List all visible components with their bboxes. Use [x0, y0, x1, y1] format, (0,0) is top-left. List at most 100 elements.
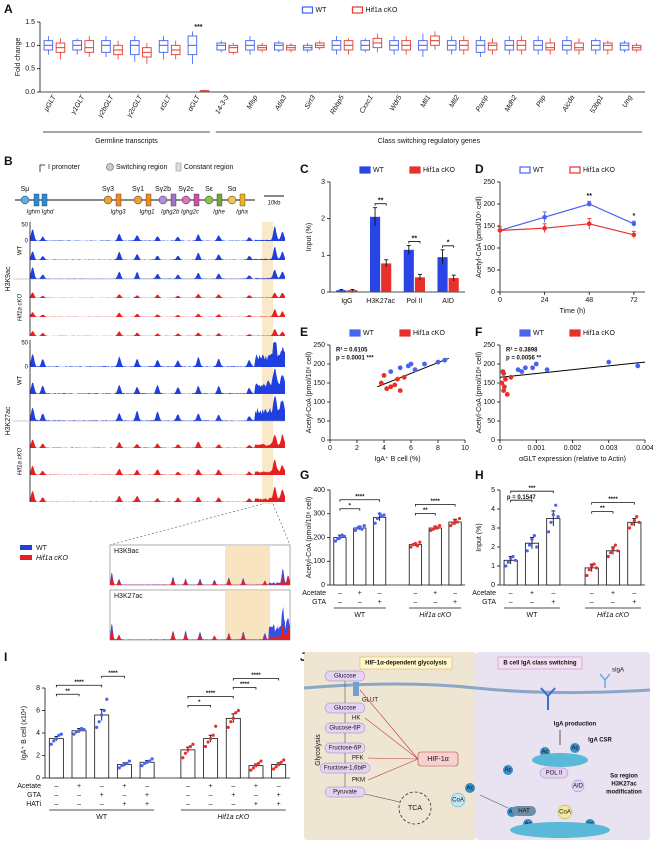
dot: [95, 725, 99, 729]
panel-letter: C: [300, 162, 309, 176]
dot: [606, 554, 610, 559]
hat-label: HAT: [518, 809, 530, 815]
gene-label: Ighg2b Ighg2c: [161, 210, 199, 216]
x-tick-label: 0: [498, 445, 502, 452]
legend-swatch: [519, 166, 531, 174]
bar: [546, 518, 561, 586]
dot: [188, 744, 193, 749]
row-sign: +: [611, 590, 615, 597]
x-tick-label: 4: [382, 445, 386, 452]
x-tick-label: γ1GLT: [70, 94, 87, 116]
row-sign: +: [209, 783, 213, 790]
point: [397, 365, 403, 371]
x-tick-label: Sirt3: [304, 94, 317, 110]
metabolite-label: Glucose: [334, 706, 357, 712]
row-label: GTA: [27, 792, 41, 799]
row-sign: –: [54, 792, 58, 799]
y-tick-label: 2: [321, 216, 325, 223]
regulation-arrow: [364, 717, 419, 760]
x-tick-label: Rbbp5: [329, 94, 345, 115]
dot: [611, 547, 615, 551]
bracket: [510, 490, 554, 494]
dot: [181, 756, 185, 760]
point: [504, 392, 510, 397]
bar: [347, 290, 358, 292]
point: [519, 369, 525, 374]
dot: [609, 551, 613, 555]
dot: [431, 527, 435, 531]
row-sign: +: [122, 783, 126, 790]
x-tick-label: Ung: [621, 94, 634, 109]
y-tick-label: 250: [313, 342, 325, 349]
s-region-label: Sα region: [610, 774, 638, 780]
row-sign: –: [413, 599, 417, 606]
s-region-label: modification: [606, 790, 642, 796]
y-axis-label: Acetyl-CoA (pmol/10⁶ cell): [306, 497, 313, 578]
significance: **: [587, 193, 593, 200]
significance: **: [412, 235, 418, 242]
signal-track: [30, 396, 285, 421]
nucleosome: [510, 822, 610, 838]
x-axis-label: Time (h): [560, 308, 586, 315]
point: [533, 361, 539, 367]
inset-legend: WT: [36, 545, 48, 552]
row-sign: –: [632, 590, 636, 597]
bar: [333, 537, 347, 586]
series-line: [499, 223, 634, 236]
row-sign: –: [122, 792, 126, 799]
row-sign: +: [453, 599, 457, 606]
dot: [525, 549, 529, 553]
bracket: [101, 675, 125, 679]
significance: ****: [251, 673, 261, 679]
panel-letter: D: [475, 162, 484, 176]
bracket: [591, 511, 614, 514]
nucleosome: [532, 753, 588, 767]
legend-swatch: [301, 6, 314, 14]
dot: [209, 737, 213, 741]
inset-swatch: [20, 555, 32, 560]
condition-label: Hif1a cKO: [18, 447, 24, 475]
row-sign: +: [254, 801, 258, 808]
legend-label: Constant region: [184, 164, 234, 171]
dot: [54, 737, 58, 741]
significance: ****: [74, 680, 84, 686]
dot: [438, 524, 442, 528]
row-sign: –: [530, 599, 534, 606]
iga-production: IgA production: [554, 722, 597, 728]
dot: [630, 522, 634, 526]
bracket: [339, 508, 361, 511]
dot: [457, 516, 462, 521]
legend-label: Hif1a cKO: [583, 330, 615, 337]
x-tick-label: Paxip: [475, 94, 490, 113]
row-sign: +: [122, 801, 126, 808]
pol2-label: POL II: [546, 771, 563, 777]
row-sign: –: [611, 599, 615, 606]
row-label: GTA: [482, 599, 496, 606]
regulation-arrow: [367, 758, 419, 781]
promoter-icon: [39, 164, 45, 172]
dot: [338, 535, 342, 540]
highlight-band: [225, 590, 270, 640]
point: [381, 373, 387, 378]
significance: ***: [194, 24, 202, 31]
metabolite-label: Fructose-1,6biP: [324, 766, 366, 772]
dot: [409, 545, 413, 549]
y-tick-label: 200: [483, 201, 495, 208]
box: [574, 42, 584, 51]
dot: [72, 732, 76, 736]
tca-cycle: [398, 791, 432, 825]
significance: ****: [355, 494, 365, 500]
switch-region: [227, 195, 237, 205]
y-tick-label: 0.5: [25, 66, 35, 73]
legend-label: WT: [316, 7, 328, 14]
y-tick-label: 200: [483, 361, 495, 368]
bracket: [414, 504, 456, 507]
legend-label: I promoter: [48, 164, 81, 171]
switch-region: [20, 195, 30, 205]
dot: [333, 539, 338, 543]
dot: [373, 521, 377, 525]
dot: [549, 520, 553, 524]
signal-track: [30, 342, 285, 367]
dot: [206, 740, 210, 744]
panel-letter: G: [300, 468, 309, 482]
